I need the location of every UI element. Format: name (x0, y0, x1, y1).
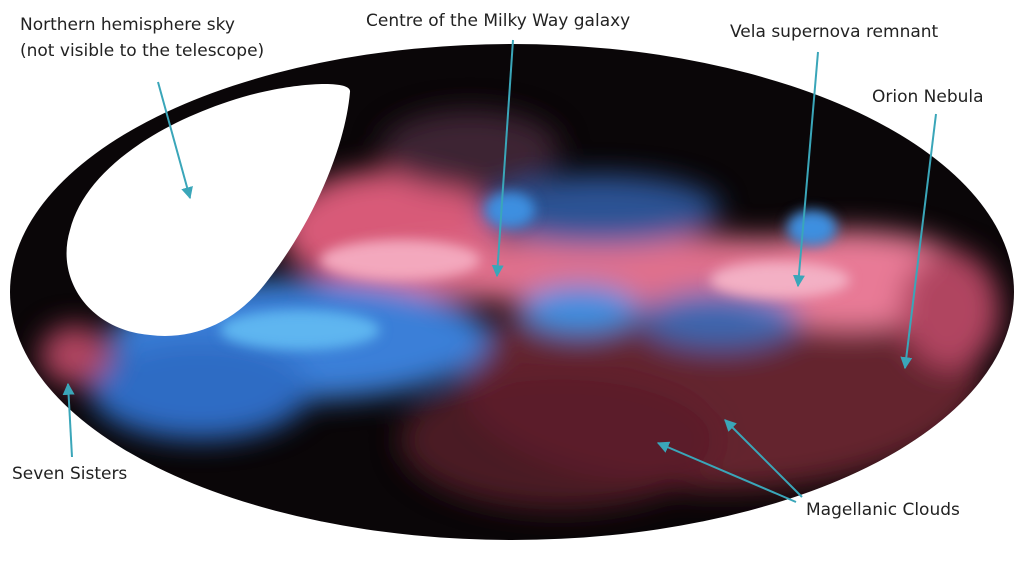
label: Northern hemisphere sky (20, 15, 235, 35)
label: Magellanic Clouds (806, 500, 960, 520)
arrow (900, 113, 937, 370)
label: Seven Sisters (12, 464, 127, 484)
arrow (491, 39, 514, 278)
arrow (157, 81, 193, 200)
label: (not visible to the telescope) (20, 41, 264, 61)
arrow (792, 51, 819, 288)
northern-sky-mask (66, 84, 351, 336)
arrow (724, 419, 803, 498)
arrow (62, 382, 75, 458)
label: Vela supernova remnant (730, 22, 939, 42)
arrow (656, 441, 797, 503)
label: Orion Nebula (872, 87, 984, 107)
label: Centre of the Milky Way galaxy (366, 11, 630, 31)
emission-map (40, 110, 1000, 510)
